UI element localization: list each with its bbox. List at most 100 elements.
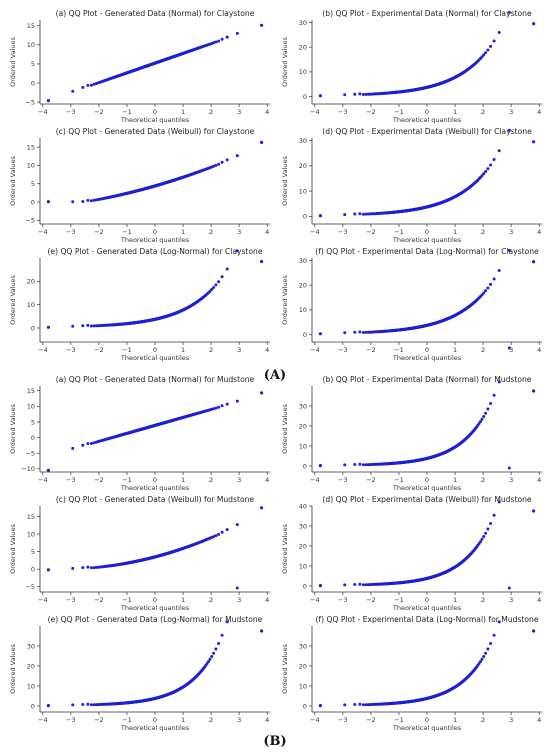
qq-point	[486, 286, 490, 290]
x-tick-label: −2	[94, 346, 104, 354]
qq-point	[484, 289, 488, 293]
qq-point	[353, 212, 357, 216]
x-tick-label: 3	[237, 596, 241, 604]
qq-point	[212, 535, 216, 539]
qq-point	[212, 286, 216, 289]
qq-point	[212, 41, 216, 45]
y-tick-label: −5	[25, 217, 35, 225]
x-tick-label: 4	[265, 716, 269, 724]
x-tick-label: 0	[425, 476, 429, 484]
qq-point	[482, 415, 486, 418]
qq-point	[492, 158, 496, 161]
qq-point	[81, 703, 85, 706]
x-axis-label: Theoretical quantiles	[120, 604, 190, 612]
y-tick-label: 0	[303, 462, 307, 470]
x-tick-label: −3	[66, 108, 76, 116]
qq-point	[214, 534, 218, 538]
x-tick-label: 0	[425, 108, 429, 116]
qq-points	[318, 248, 536, 336]
qq-point	[482, 53, 486, 57]
qq-point	[484, 51, 488, 55]
qq-point	[212, 651, 216, 655]
y-tick-label: 10	[27, 682, 35, 690]
y-tick-label: 0	[303, 213, 307, 221]
x-axis-label: Theoretical quantiles	[120, 236, 190, 244]
qq-point	[86, 83, 90, 87]
qq-point	[492, 39, 496, 43]
x-tick-label: −3	[66, 476, 76, 484]
qq-point-max	[532, 22, 536, 26]
qq-point	[92, 566, 96, 570]
x-axis-label: Theoretical quantiles	[392, 236, 462, 244]
qq-point	[361, 212, 365, 216]
qq-point-max	[532, 260, 536, 264]
qq-point	[492, 277, 496, 281]
y-tick-label: 20	[299, 542, 307, 550]
panel-title: (c) QQ Plot - Generated Data (Weibull) f…	[56, 495, 254, 504]
y-axis-label: Ordered Values	[9, 37, 17, 87]
x-tick-label: −4	[310, 596, 320, 604]
qq-point	[235, 523, 239, 527]
y-tick-label: 0	[31, 324, 35, 332]
qq-point	[81, 85, 85, 89]
y-tick-label: 10	[27, 530, 35, 538]
x-tick-label: −1	[122, 716, 132, 724]
qq-point	[225, 158, 229, 162]
x-tick-label: 3	[509, 716, 513, 724]
qq-point	[217, 39, 221, 43]
qq-point	[86, 702, 90, 706]
qq-point	[497, 500, 501, 504]
y-tick-label: 10	[299, 682, 307, 690]
y-tick-label: 20	[299, 43, 307, 51]
x-tick-label: −4	[38, 596, 48, 604]
qq-point	[361, 583, 365, 587]
qq-point	[217, 642, 221, 645]
qq-point	[220, 275, 224, 279]
x-tick-label: −2	[366, 596, 376, 604]
qq-point	[89, 442, 93, 445]
qq-point-max	[532, 389, 536, 393]
qq-point	[484, 651, 488, 655]
qq-points	[46, 391, 264, 472]
qq-point	[489, 642, 493, 645]
qq-point-min	[46, 704, 51, 708]
y-tick-label: 20	[27, 662, 35, 670]
panel-title: (c) QQ Plot - Generated Data (Weibull) f…	[56, 127, 255, 136]
x-tick-label: −2	[94, 476, 104, 484]
qq-point	[71, 89, 75, 93]
x-tick-label: −4	[310, 228, 320, 236]
y-tick-label: 40	[299, 502, 307, 510]
qq-point	[343, 331, 347, 335]
panel-title: (e) QQ Plot - Generated Data (Log-Normal…	[47, 247, 262, 256]
qq-point	[343, 93, 347, 97]
panel-title: (a) QQ Plot - Generated Data (Normal) fo…	[56, 9, 255, 18]
y-tick-label: 0	[31, 198, 35, 206]
y-tick-label: −5	[25, 98, 35, 106]
x-tick-label: −3	[66, 596, 76, 604]
qq-panel-b-11: (f) QQ Plot - Experimental Data (Log-Nor…	[281, 586, 542, 732]
qq-point	[92, 703, 96, 707]
qq-point	[497, 620, 501, 624]
x-tick-label: 2	[209, 108, 213, 116]
x-tick-label: −1	[122, 476, 132, 484]
x-tick-label: −1	[394, 228, 404, 236]
x-tick-label: 0	[153, 596, 157, 604]
panel-title: (f) QQ Plot - Experimental Data (Log-Nor…	[315, 615, 538, 624]
y-tick-label: 0	[303, 702, 307, 710]
x-axis-label: Theoretical quantiles	[120, 484, 190, 492]
qq-point-max	[260, 629, 264, 633]
qq-point	[208, 657, 212, 661]
x-tick-label: 1	[453, 596, 457, 604]
qq-point	[489, 282, 493, 286]
y-tick-label: 10	[299, 187, 307, 195]
qq-point	[210, 288, 214, 291]
x-tick-label: −4	[38, 476, 48, 484]
x-tick-label: −4	[310, 716, 320, 724]
x-tick-label: −4	[310, 108, 320, 116]
x-tick-label: 1	[181, 716, 185, 724]
qq-panel-a-3: (d) QQ Plot - Experimental Data (Weibull…	[281, 127, 542, 244]
x-tick-label: −2	[94, 716, 104, 724]
x-tick-label: 0	[425, 716, 429, 724]
x-tick-label: −2	[366, 476, 376, 484]
